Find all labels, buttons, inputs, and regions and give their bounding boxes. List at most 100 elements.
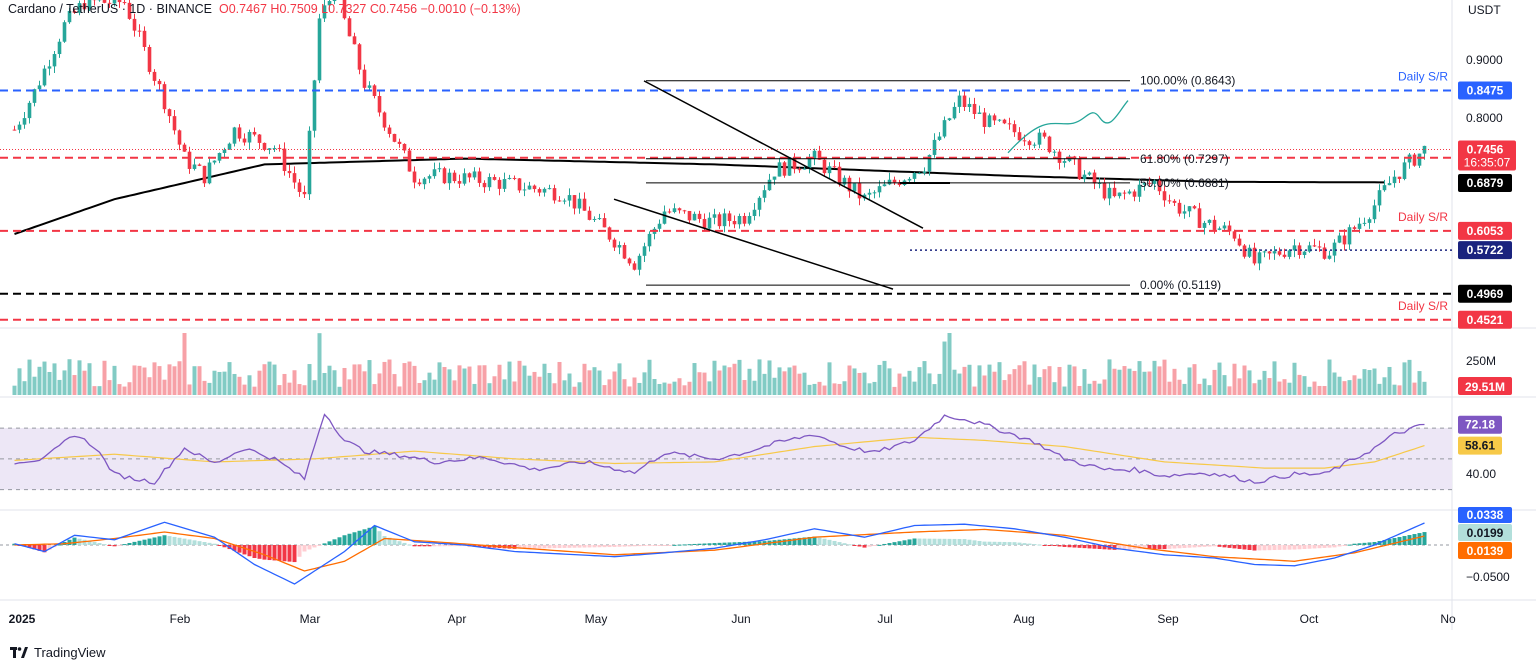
macd-hist-bar — [817, 537, 822, 545]
x-tick-label: Mar — [300, 612, 321, 626]
candle — [187, 146, 192, 174]
volume-bar — [292, 370, 297, 395]
candle — [1237, 234, 1242, 247]
macd-hist-bar — [1092, 545, 1097, 549]
candle — [867, 188, 872, 201]
macd-hist-bar — [1367, 542, 1372, 545]
macd-hist-bar — [582, 545, 587, 548]
volume-bar — [942, 341, 947, 395]
candle — [1267, 251, 1272, 260]
candle — [1372, 199, 1377, 224]
candle — [1342, 229, 1347, 251]
macd-hist-bar — [1362, 542, 1367, 545]
macd-hist-bar — [217, 545, 222, 546]
volume-bar — [962, 366, 967, 395]
volume-bar — [502, 379, 507, 395]
macd-hist-bar — [972, 540, 977, 545]
macd-hist-bar — [342, 535, 347, 545]
macd-hist-bar — [612, 545, 617, 547]
macd-hist-bar — [627, 545, 632, 547]
candle — [797, 167, 802, 173]
candle — [1227, 220, 1232, 236]
candle — [832, 160, 837, 169]
volume-bar — [442, 367, 447, 395]
macd-hist-bar — [47, 545, 52, 550]
candle — [92, 0, 97, 6]
volume-bar — [1167, 381, 1172, 395]
macd-hist-bar — [132, 541, 137, 545]
macd-hist-bar — [42, 545, 47, 553]
candle — [967, 97, 972, 113]
volume-bar — [342, 367, 347, 395]
macd-hist-bar — [1227, 545, 1232, 548]
volume-bar — [1302, 376, 1307, 395]
macd-hist-bar — [82, 539, 87, 545]
candle — [892, 176, 897, 185]
macd-hist-bar — [282, 545, 287, 562]
candle — [577, 192, 582, 214]
currency-unit[interactable]: USDT — [1468, 3, 1501, 17]
volume-bar — [552, 383, 557, 395]
volume-bar — [37, 366, 42, 395]
candle — [1062, 158, 1067, 168]
volume-bar — [832, 383, 837, 395]
volume-bar — [1397, 385, 1402, 395]
macd-hist-bar — [1307, 545, 1312, 549]
candle — [732, 215, 737, 229]
volume-bar — [242, 384, 247, 395]
symbol-title[interactable]: Cardano / TetherUS · 1D · BINANCE — [8, 2, 213, 16]
macd-hist-bar — [922, 538, 927, 545]
macd-hist-bar — [1347, 544, 1352, 546]
candle — [682, 209, 687, 214]
candle — [172, 110, 177, 135]
volume-bar — [517, 360, 522, 395]
volume-bar — [612, 371, 617, 395]
candle — [202, 165, 207, 188]
volume-bar — [982, 375, 987, 395]
macd-hist-bar — [812, 536, 817, 545]
candle — [747, 212, 752, 226]
macd-hist-bar — [557, 545, 562, 549]
volume-bar — [1007, 374, 1012, 395]
candle — [257, 133, 262, 150]
brand[interactable]: TradingView — [10, 645, 106, 660]
volume-bar — [977, 365, 982, 395]
volume-bar — [347, 379, 352, 395]
macd-hist-bar — [587, 545, 592, 548]
macd-hist-bar — [842, 543, 847, 545]
macd-hist-bar — [377, 531, 382, 545]
volume-bar — [362, 371, 367, 395]
fib-label-3: 0.00% (0.5119) — [1140, 278, 1221, 292]
volume-bar — [927, 373, 932, 395]
volume-bar — [1152, 360, 1157, 395]
fib-label-1: 61.80% (0.7297) — [1140, 152, 1229, 166]
candle — [1187, 205, 1192, 218]
candle — [197, 163, 202, 167]
projection-curve — [1007, 100, 1129, 154]
volume-bar — [267, 361, 272, 395]
candle — [992, 113, 997, 126]
volume-bar — [1157, 366, 1162, 395]
candle — [102, 0, 107, 4]
macd-signal-line — [14, 528, 1425, 572]
candle — [872, 190, 877, 199]
volume-bar — [17, 368, 22, 395]
macd-hist-bar — [362, 529, 367, 545]
change-value: −0.0010 (−0.13%) — [420, 2, 521, 16]
volume-bar — [1147, 371, 1152, 395]
macd-hist-bar — [682, 544, 687, 546]
candle — [1087, 171, 1092, 176]
volume-bar — [842, 381, 847, 395]
candle — [822, 157, 827, 177]
macd-hist-bar — [427, 545, 432, 547]
volume-bar — [77, 360, 82, 395]
volume-tick-label: 250M — [1466, 354, 1496, 368]
volume-bar — [532, 371, 537, 395]
volume-bar — [367, 360, 372, 395]
macd-hist-bar — [1352, 543, 1357, 545]
macd-hist-bar — [617, 545, 622, 547]
candle — [82, 0, 87, 11]
volume-bar — [817, 381, 822, 395]
volume-bar — [722, 365, 727, 395]
